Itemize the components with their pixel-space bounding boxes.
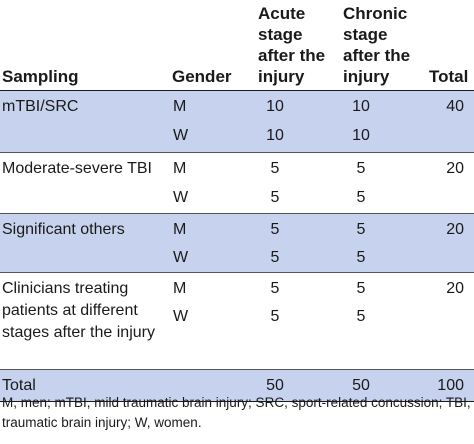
gender-cell: W: [173, 127, 189, 144]
group-clinicians: Clinicians treating patients at differen…: [0, 273, 474, 370]
group-label: Moderate-severe TBI: [2, 160, 152, 177]
chronic-cell: 5: [356, 189, 366, 206]
acute-cell: 10: [266, 127, 284, 144]
grand-total: 100: [437, 377, 464, 394]
total-cell: 20: [446, 280, 464, 297]
chronic-cell: 5: [356, 221, 366, 238]
acute-cell: 5: [270, 221, 280, 238]
header-gender: Gender: [172, 67, 232, 86]
gender-cell: W: [173, 189, 189, 206]
group-label: Clinicians treating patients at differen…: [2, 280, 155, 341]
chronic-cell: 10: [352, 127, 370, 144]
gender-cell: W: [173, 249, 189, 266]
header-sampling: Sampling: [2, 67, 79, 86]
gender-cell: M: [173, 98, 187, 115]
acute-cell: 5: [270, 160, 280, 177]
sampling-table: Sampling Gender Acute stage after the in…: [0, 0, 474, 402]
acute-cell: 5: [270, 189, 280, 206]
total-cell: 20: [446, 160, 464, 177]
chronic-cell: 5: [356, 249, 366, 266]
total-cell: 20: [446, 221, 464, 238]
group-moderate-severe-tbi: Moderate-severe TBI M 5 5 20 W 5 5: [0, 153, 474, 214]
acute-cell: 5: [270, 249, 280, 266]
acute-cell: 5: [270, 280, 280, 297]
acute-cell: 10: [266, 98, 284, 115]
gender-cell: M: [173, 280, 187, 297]
table-footnote: M, men; mTBI, mild traumatic brain injur…: [2, 395, 471, 430]
chronic-total: 50: [352, 377, 370, 394]
header-acute-stage: Acute stage after the injury: [258, 4, 326, 86]
chronic-cell: 5: [356, 280, 366, 297]
group-mtbi-src: mTBI/SRC M 10 10 40 W 10 10: [0, 91, 474, 153]
gender-cell: M: [173, 160, 187, 177]
chronic-cell: 5: [356, 160, 366, 177]
header-total: Total: [429, 67, 469, 86]
acute-cell: 5: [270, 308, 280, 325]
gender-cell: W: [173, 308, 189, 325]
header-chronic-stage: Chronic stage after the injury: [343, 4, 411, 86]
total-cell: 40: [446, 98, 464, 115]
group-significant-others: Significant others M 5 5 20 W 5 5: [0, 214, 474, 273]
chronic-cell: 5: [356, 308, 366, 325]
group-label: mTBI/SRC: [2, 98, 79, 115]
total-row: Total 50 50 100: [0, 370, 474, 402]
total-label: Total: [2, 377, 36, 394]
acute-total: 50: [266, 377, 284, 394]
gender-cell: M: [173, 221, 187, 238]
group-label: Significant others: [2, 221, 125, 238]
table-header: Sampling Gender Acute stage after the in…: [0, 0, 474, 91]
chronic-cell: 10: [352, 98, 370, 115]
